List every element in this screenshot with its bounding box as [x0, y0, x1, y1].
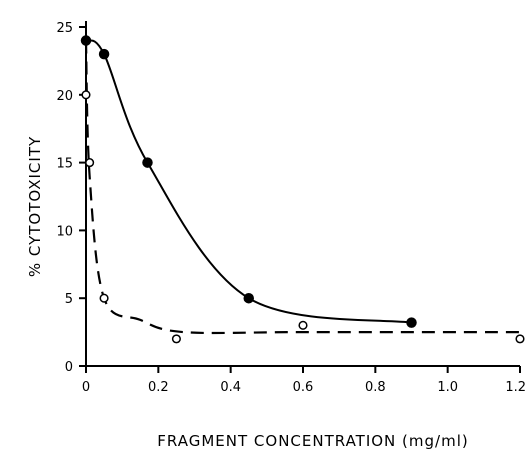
y-tick-label: 20 [56, 89, 73, 104]
y-axis-label: % CYTOTOXICITY [26, 136, 44, 277]
x-tick-label: 0.8 [365, 380, 386, 395]
y-tick-label: 15 [56, 157, 73, 172]
series-1-point [243, 292, 254, 304]
x-tick-label: 1.2 [505, 380, 526, 395]
x-tick-label: 0.2 [148, 380, 169, 395]
series-2-point [85, 158, 95, 168]
x-tick-label: 1.0 [437, 380, 458, 395]
series-2-point [298, 320, 308, 330]
series-2-curve [84, 40, 520, 335]
series-2-point [99, 293, 109, 303]
axes: 0 5 10 15 20 25 0 0.2 0.4 0.6 0.8 1.0 1.2 [56, 21, 526, 395]
data-points [80, 35, 525, 344]
y-tick-label: 25 [56, 21, 73, 36]
y-tick-label: 0 [65, 360, 73, 375]
series-1-point [406, 317, 417, 328]
x-tick-label: 0.4 [220, 380, 241, 395]
series-1-curve [85, 39, 412, 324]
fitted-curves [84, 39, 520, 335]
y-tick-label: 10 [56, 224, 73, 239]
series-2-point [81, 90, 91, 100]
series-1-point [80, 35, 92, 46]
series-1-point [142, 157, 153, 168]
series-2-point [515, 334, 525, 344]
series-2-point [171, 334, 181, 344]
y-tick-label: 5 [65, 292, 73, 307]
x-tick-label: 0.6 [293, 380, 314, 395]
x-axis-label: FRAGMENT CONCENTRATION (mg/ml) [157, 432, 468, 450]
x-tick-label: 0 [82, 380, 90, 395]
series-1-point [98, 48, 110, 60]
